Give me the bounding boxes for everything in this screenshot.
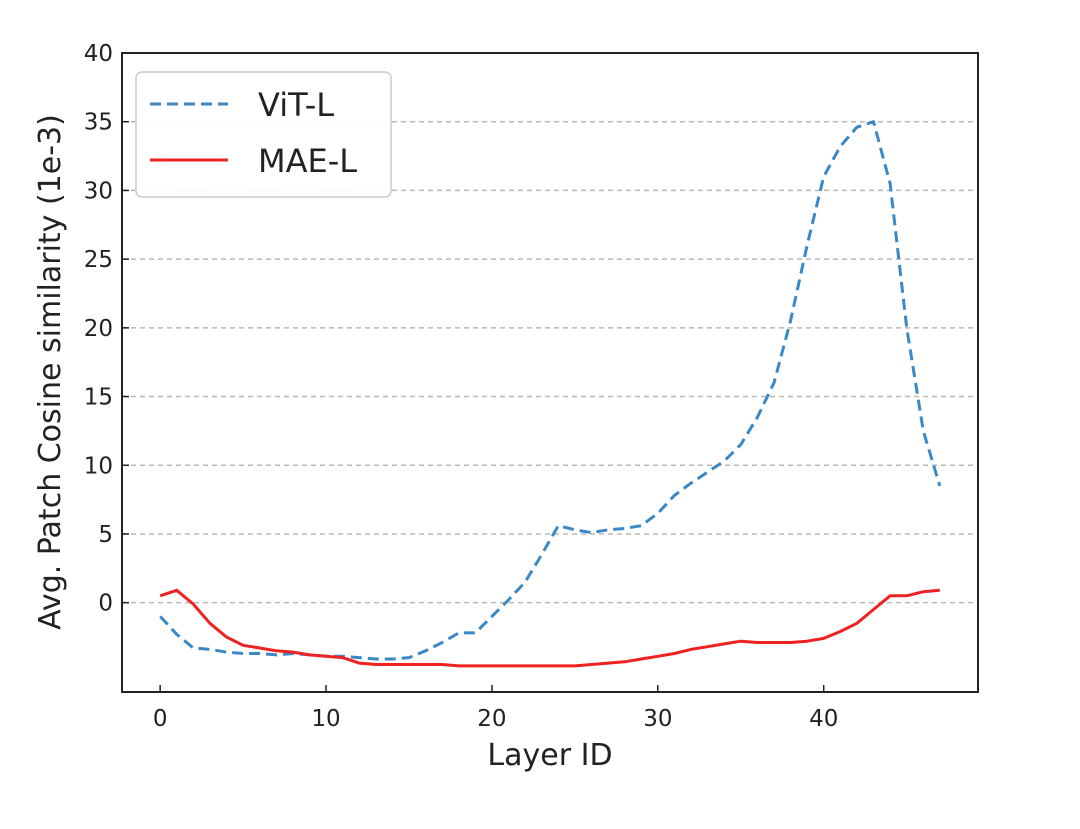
x-tick-label: 40: [809, 706, 838, 732]
series-line-mae-l: [159, 588, 940, 668]
y-tick-label: 40: [84, 41, 113, 67]
y-axis-title: Avg. Patch Cosine similarity (1e-3): [33, 114, 68, 630]
y-tick-label: 30: [84, 178, 113, 204]
axis-tick-labels: 0 5 10 15 20 25 30 35 40 0 10 20 30 40: [84, 41, 839, 732]
x-axis-title: Layer ID: [487, 738, 612, 773]
y-tick-label: 0: [98, 591, 113, 617]
legend-box: [135, 71, 392, 198]
legend-label-mae-l: MAE-L: [258, 142, 357, 180]
x-tick-label: 10: [311, 706, 340, 732]
legend: ViT-L MAE-L: [135, 71, 392, 198]
series-layer: [159, 120, 942, 668]
x-tick-label: 30: [643, 706, 672, 732]
x-tick-label: 20: [477, 706, 506, 732]
x-tick-label: 0: [153, 706, 168, 732]
y-tick-label: 10: [84, 453, 113, 479]
y-tick-label: 35: [84, 110, 113, 136]
y-tick-label: 20: [84, 316, 113, 342]
grid-lines: [122, 120, 978, 604]
series-line-vit-l: [159, 120, 942, 661]
plot-frame: [121, 52, 979, 693]
axis-ticks: [122, 52, 825, 692]
legend-label-vit-l: ViT-L: [258, 86, 334, 124]
y-tick-label: 15: [84, 385, 113, 411]
y-tick-label: 25: [84, 247, 113, 273]
y-tick-label: 5: [98, 522, 113, 548]
